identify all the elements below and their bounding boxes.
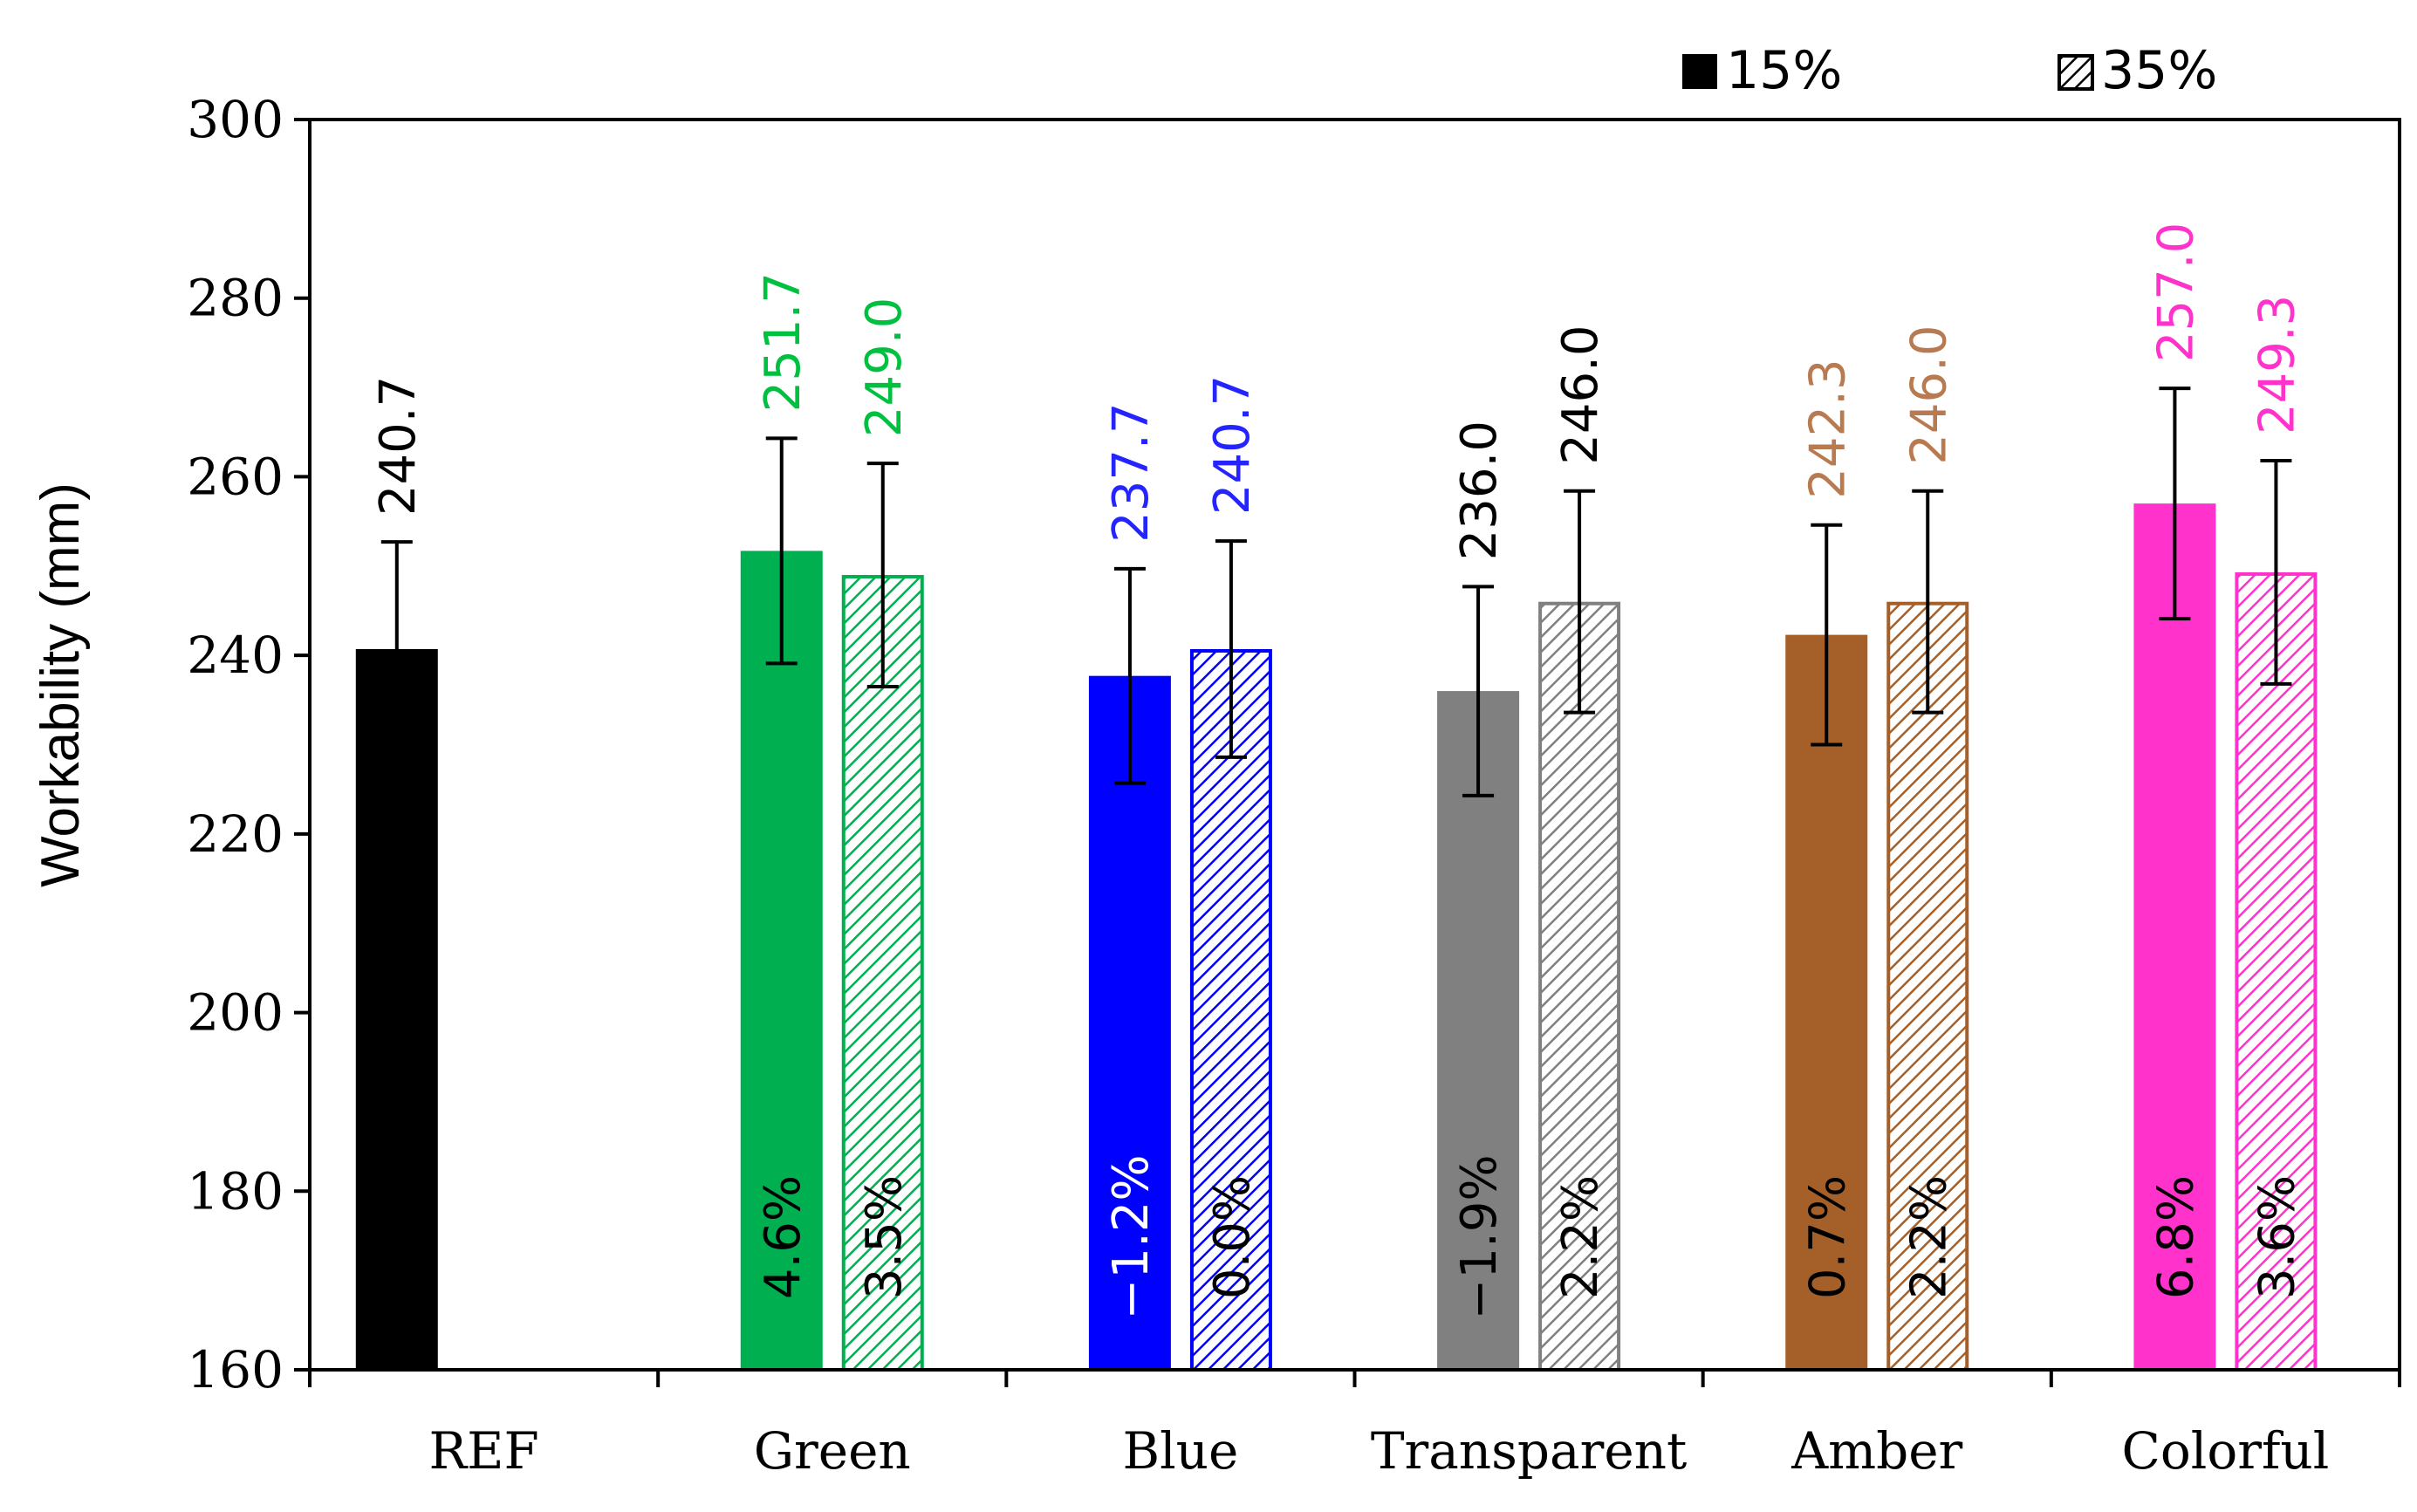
x-category-label: Colorful [2121, 1421, 2329, 1481]
value-label: 237.7 [1103, 403, 1160, 543]
percent-change-label: 0.0% [1204, 1175, 1261, 1299]
percent-change-label: 2.2% [1900, 1175, 1957, 1299]
value-label: 246.0 [1900, 325, 1957, 464]
legend-swatch-15 [1682, 54, 1717, 89]
percent-change-label: −1.2% [1103, 1154, 1160, 1319]
y-axis-title: Workability (mm) [31, 482, 91, 887]
value-label: 242.3 [1799, 359, 1856, 498]
bar-15%-Green [740, 551, 823, 1370]
legend: 15% 35% [1682, 40, 2217, 101]
x-category-label: Transparent [1371, 1421, 1688, 1481]
x-axis-categories: REF Green Blue Transparent Amber Colorful [308, 1370, 2401, 1481]
y-tick-label: 220 [187, 804, 284, 864]
percent-change-label: 2.2% [1552, 1175, 1609, 1299]
bars [355, 503, 2318, 1372]
value-label: 251.7 [755, 272, 811, 412]
bar-35%-Transparent [1538, 601, 1621, 1372]
y-tick-label: 180 [187, 1161, 284, 1221]
y-tick-label: 300 [187, 90, 284, 149]
legend-swatch-35 [2058, 54, 2094, 91]
x-category-label: REF [428, 1421, 538, 1481]
error-bars [380, 387, 2292, 797]
bar-15%-REF [355, 648, 438, 1370]
bar-15%-Amber [1785, 634, 1868, 1370]
percent-change-label: 3.6% [2249, 1175, 2305, 1299]
percent-change-label: −1.9% [1451, 1154, 1508, 1319]
data-labels: 240.7 251.7 4.6% 249.0 3.5% 237.7 −1.2% 240.7 0.… [370, 222, 2306, 1320]
x-category-label: Amber [1790, 1421, 1962, 1481]
bar-15%-Blue [1088, 675, 1171, 1370]
value-label: 257.0 [2147, 222, 2204, 362]
y-tick-label: 240 [187, 626, 284, 685]
value-label: 246.0 [1552, 325, 1609, 464]
y-tick-label: 260 [187, 447, 284, 506]
percent-change-label: 3.5% [856, 1175, 913, 1299]
percent-change-label: 6.8% [2147, 1175, 2204, 1299]
legend-label-15: 15% [1726, 40, 1842, 101]
y-tick-label: 200 [187, 983, 284, 1043]
y-tick-label: 160 [187, 1340, 284, 1399]
x-category-label: Blue [1122, 1421, 1238, 1481]
bar-15%-Colorful [2133, 503, 2216, 1370]
plot-area-frame [308, 118, 2401, 1372]
percent-change-label: 4.6% [755, 1175, 811, 1299]
value-label: 240.7 [370, 376, 427, 516]
value-label: 249.0 [856, 298, 913, 437]
value-label: 240.7 [1204, 375, 1261, 515]
bar-15%-Transparent [1437, 691, 1520, 1370]
percent-change-label: 0.7% [1799, 1175, 1856, 1299]
bar-35%-Blue [1189, 648, 1272, 1372]
legend-label-35: 35% [2101, 40, 2217, 101]
bar-35%-Colorful [2235, 571, 2318, 1372]
value-label: 236.0 [1451, 421, 1508, 560]
y-tick-label: 280 [187, 269, 284, 328]
x-category-label: Green [754, 1421, 911, 1481]
y-axis-ticks: 160 180 200 220 240 260 280 300 [187, 90, 310, 1399]
value-label: 249.3 [2249, 295, 2305, 434]
